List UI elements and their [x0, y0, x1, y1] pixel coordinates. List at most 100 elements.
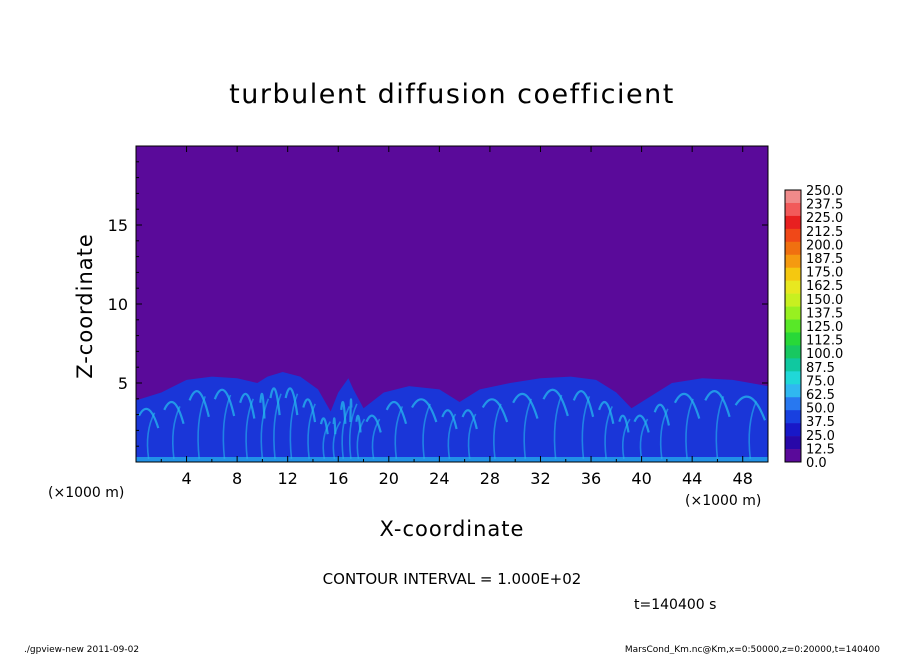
colorbar-swatch [785, 241, 801, 256]
swirl-band [385, 400, 408, 425]
swirl-band [447, 413, 457, 459]
swirl-band [598, 400, 615, 424]
time-label: t=140400 s [634, 597, 716, 613]
swirl-band [633, 414, 650, 433]
x-tick-label: 32 [530, 469, 550, 488]
y-tick-label: 10 [108, 295, 128, 314]
colorbar-swatch [785, 358, 801, 372]
swirl-band [512, 392, 539, 419]
colorbar-label: 125.0 [806, 320, 843, 335]
swirl-band [260, 398, 270, 459]
swirl-band [289, 393, 299, 459]
colorbar-swatch [785, 332, 801, 346]
colorbar-swatch [785, 371, 801, 385]
contour-interval-label: CONTOUR INTERVAL = 1.000E+02 [323, 570, 582, 588]
x-tick-label: 36 [581, 469, 601, 488]
colorbar-swatch [785, 293, 801, 307]
colorbar-label: 150.0 [806, 293, 843, 308]
swirl-band [332, 417, 337, 435]
swirl-band [269, 387, 281, 416]
swirl-band [319, 417, 329, 435]
swirl-band [245, 398, 254, 459]
swirl-band [422, 403, 431, 459]
swirl-band [146, 412, 156, 459]
colorbar-swatch [785, 319, 801, 333]
swirl-band [481, 398, 509, 423]
colorbar-swatch [785, 215, 801, 230]
swirl-band [659, 408, 669, 459]
colorbar-swatch [785, 345, 801, 359]
swirl-band [332, 421, 342, 459]
layer-swirls [136, 387, 768, 462]
colorbar-label: 0.0 [806, 456, 827, 471]
x-tick-label: 48 [733, 469, 753, 488]
swirl-band [748, 401, 758, 459]
colorbar-swatch [785, 449, 801, 463]
swirl-band [673, 392, 701, 419]
swirl-band [441, 409, 458, 430]
colorbar-swatch [785, 202, 801, 217]
swirl-band [685, 398, 694, 459]
colorbar-label: 25.0 [806, 429, 835, 444]
colorbar-swatch [785, 397, 801, 411]
swirl-band [273, 393, 282, 459]
x-tick-label: 40 [631, 469, 651, 488]
colorbar: 250.0237.5225.0212.5200.0187.5175.0162.5… [784, 184, 843, 471]
x-unit-label: (×1000 m) [685, 493, 761, 509]
swirl-band [348, 403, 358, 459]
colorbar-label: 162.5 [806, 279, 843, 294]
swirl-band [639, 418, 649, 459]
swirl-band [341, 406, 351, 459]
colorbar-swatch [785, 436, 801, 450]
swirl-band [493, 403, 502, 459]
colorbar-swatch [785, 423, 801, 437]
swirl-band [163, 400, 185, 425]
y-unit-label: (×1000 m) [48, 485, 124, 501]
swirl-band [581, 395, 591, 459]
y-tick-label: 5 [118, 374, 128, 393]
swirl-band [653, 403, 671, 426]
y-axis-ticks: 5 10 15 [108, 161, 768, 447]
swirl-band [349, 398, 353, 423]
swirl-band [604, 406, 613, 459]
x-tick-label: 20 [379, 469, 399, 488]
colorbar-swatch [785, 306, 801, 320]
swirl-band [618, 414, 630, 433]
swirl-band [213, 388, 236, 417]
y-axis-label: Z-coordinate [73, 233, 97, 379]
colorbar-swatch [785, 410, 801, 424]
colorbar-label: 250.0 [806, 184, 843, 199]
swirl-band [239, 392, 256, 419]
surface-band [136, 457, 768, 462]
x-tick-label: 24 [429, 469, 449, 488]
swirl-band [138, 407, 160, 429]
swirl-band [411, 398, 438, 423]
swirl-band [467, 413, 477, 459]
colorbar-frame [784, 189, 802, 463]
colorbar-swatch [785, 280, 801, 294]
colorbar-swatch [785, 190, 801, 204]
swirl-band [542, 388, 569, 417]
colorbar-swatch [785, 267, 801, 281]
swirl-band [461, 409, 478, 430]
swirl-band [371, 418, 381, 459]
colorbar-label: 137.5 [806, 306, 843, 321]
swirl-band [307, 403, 316, 459]
x-axis-ticks: 4 8 12 16 20 24 28 32 36 40 44 48 [160, 146, 753, 488]
swirl-band [197, 395, 206, 459]
colorbar-label: 37.5 [806, 415, 835, 430]
x-tick-label: 4 [181, 469, 191, 488]
swirl-band [621, 418, 631, 459]
swirl-band [188, 390, 210, 418]
footer-right: MarsCond_Km.nc@Km,x=0:50000,z=0:20000,t=… [625, 645, 880, 654]
colorbar-label: 50.0 [806, 402, 835, 417]
colorbar-label: 100.0 [806, 347, 843, 362]
colorbar-label: 237.5 [806, 198, 843, 213]
footer-left: ./gpview-new 2011-09-02 [24, 645, 139, 654]
colorbar-label: 87.5 [806, 361, 835, 376]
swirl-band [572, 390, 595, 418]
swirl-band [734, 395, 767, 421]
colorbar-label: 200.0 [806, 238, 843, 253]
swirl-band [356, 418, 366, 459]
